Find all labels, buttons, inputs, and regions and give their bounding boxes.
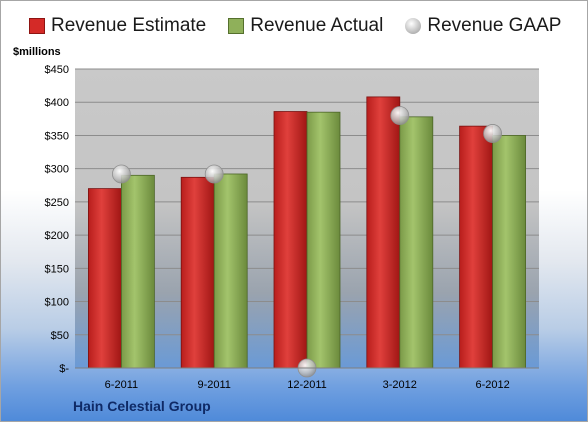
y-tick-label: $- xyxy=(59,363,69,375)
bar-revenue-estimate xyxy=(88,188,122,369)
legend-item-estimate: Revenue Estimate xyxy=(29,15,206,37)
y-tick-label: $350 xyxy=(45,130,69,142)
legend-swatch-estimate xyxy=(29,18,45,34)
y-tick-label: $200 xyxy=(45,230,69,242)
x-tick-label: 12-2011 xyxy=(287,379,327,391)
y-tick-label: $100 xyxy=(45,297,69,309)
y-tick-label: $250 xyxy=(45,197,69,209)
bar-revenue-actual xyxy=(121,174,155,369)
bar-revenue-estimate xyxy=(366,96,401,369)
x-tick-label: 6-2011 xyxy=(105,379,138,391)
bar-revenue-actual xyxy=(213,173,248,369)
bar-revenue-actual xyxy=(306,111,341,369)
legend-item-gaap: Revenue GAAP xyxy=(405,15,561,37)
bars xyxy=(88,96,527,378)
bar-revenue-actual xyxy=(492,135,527,369)
legend-swatch-actual xyxy=(228,18,245,34)
marker-revenue-gaap xyxy=(204,164,224,184)
bar-revenue-estimate xyxy=(459,125,494,369)
y-tick-label: $400 xyxy=(45,97,69,109)
bar-revenue-estimate xyxy=(180,176,215,369)
x-tick-label: 9-2011 xyxy=(197,379,230,391)
marker-revenue-gaap xyxy=(390,106,410,125)
company-name: Hain Celestial Group xyxy=(73,398,211,414)
marker-revenue-gaap xyxy=(483,124,503,143)
x-tick-label: 6-2012 xyxy=(475,379,509,391)
x-tick-label: 3-2012 xyxy=(383,379,417,391)
legend-swatch-gaap xyxy=(405,18,422,34)
y-axis-ticks: $- $50 $100 $150 $200 $250 $300 $350 $400 $450 xyxy=(45,64,70,375)
y-tick-label: $50 xyxy=(51,330,69,342)
y-units-label: $millions xyxy=(13,46,61,58)
bar-revenue-estimate xyxy=(273,111,308,369)
marker-revenue-gaap xyxy=(112,164,131,184)
y-tick-label: $150 xyxy=(45,263,69,275)
y-tick-label: $300 xyxy=(45,164,69,176)
chart-legend: Revenue Estimate Revenue Actual Revenue … xyxy=(29,15,561,37)
legend-label-gaap: Revenue GAAP xyxy=(427,15,562,36)
y-tick-label: $450 xyxy=(45,64,69,76)
legend-label-actual: Revenue Actual xyxy=(250,15,384,36)
legend-label-estimate: Revenue Estimate xyxy=(51,15,207,36)
x-axis-ticks: 6-2011 9-2011 12-2011 3-2012 6-2012 xyxy=(105,379,510,391)
bar-revenue-actual xyxy=(399,116,434,369)
legend-item-actual: Revenue Actual xyxy=(228,15,383,37)
